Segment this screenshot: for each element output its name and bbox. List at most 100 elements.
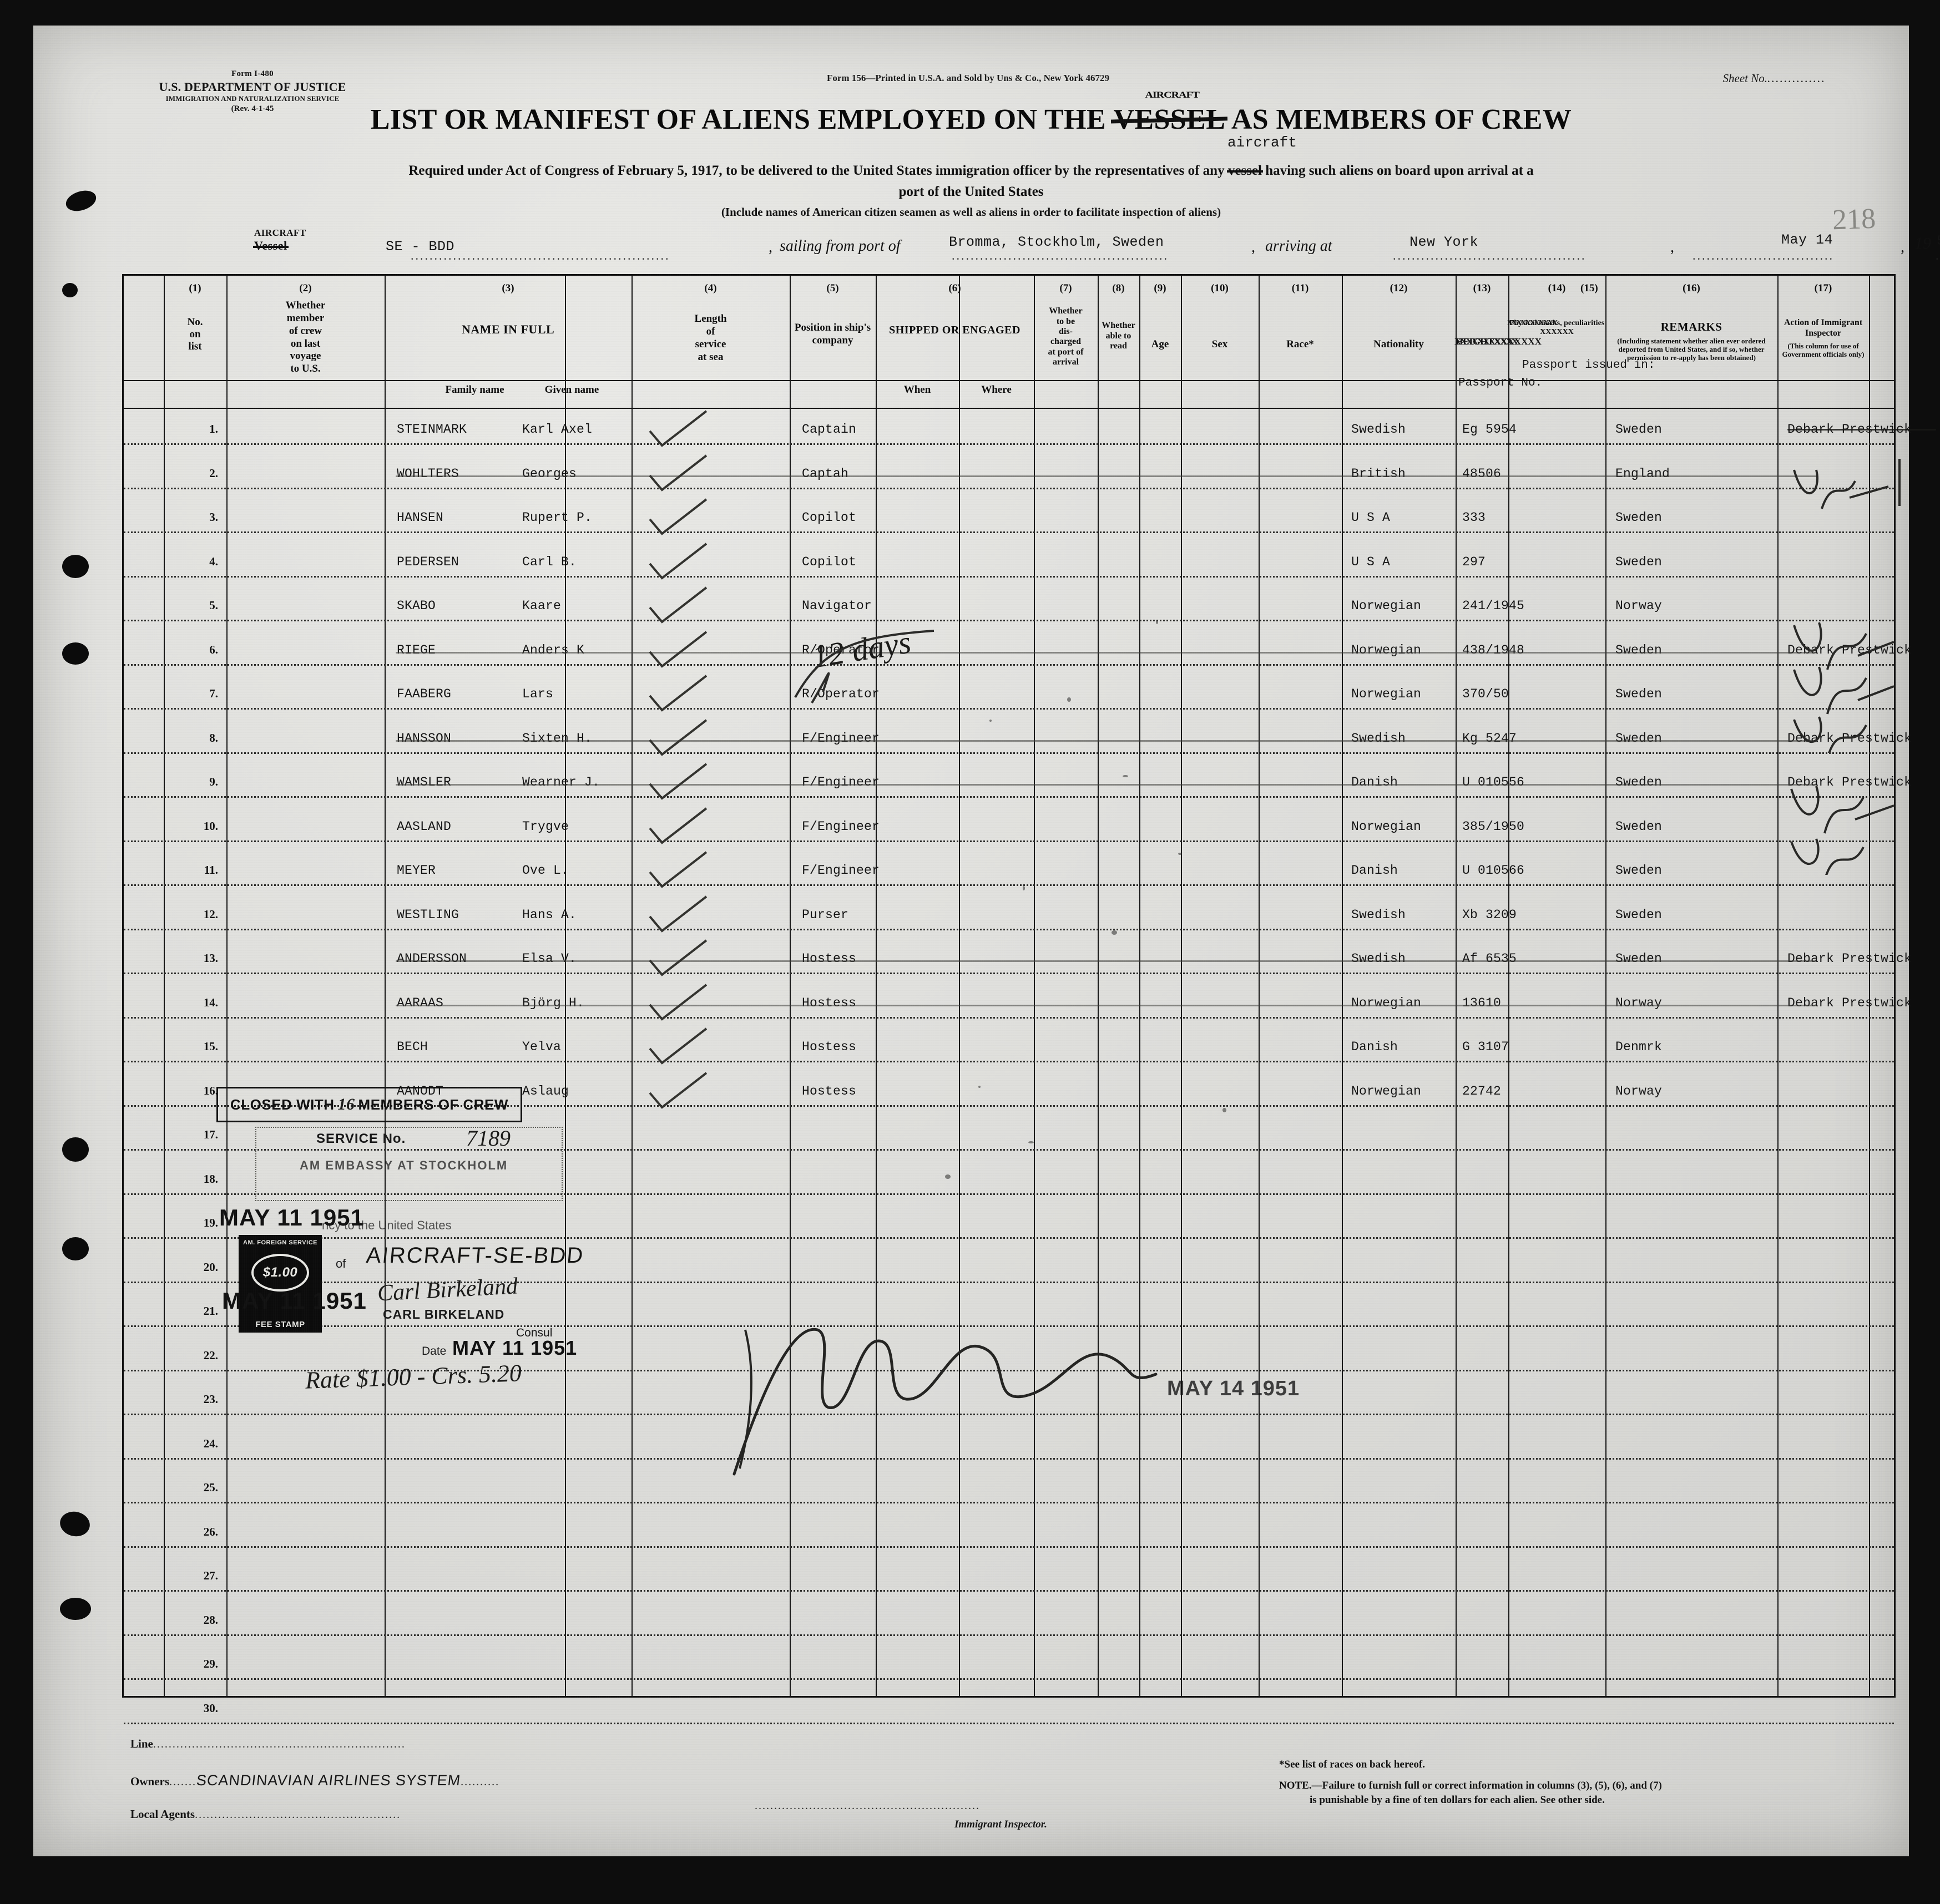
fee-stamp: AM. FOREIGN SERVICE $1.00 FEE STAMP xyxy=(239,1235,322,1333)
cell-passport-issued-in: Sweden xyxy=(1615,775,1663,789)
page-title: LIST OR MANIFEST OF ALIENS EMPLOYED ON T… xyxy=(33,90,1909,136)
crossing-pen-line xyxy=(396,740,1816,742)
cell-family-name: PEDERSEN xyxy=(397,554,459,569)
rule-col16 xyxy=(1777,276,1779,1696)
footer-owners-dots-b: .......... xyxy=(461,1776,500,1788)
cell-nationality: Danish xyxy=(1351,1040,1398,1054)
header-col-13-overtype: Passport No. xyxy=(1458,377,1543,389)
fee-stamp-value: $1.00 xyxy=(251,1254,309,1292)
cell-passport-issued-in: England xyxy=(1615,466,1670,481)
cell-nationality: Swedish xyxy=(1351,731,1406,746)
row-number: 21. xyxy=(203,1304,218,1318)
punch-hole-6 xyxy=(62,1237,89,1260)
row-number: 4. xyxy=(209,554,218,568)
footer-agents-label: Local Agents xyxy=(130,1807,195,1821)
cell-passport-no: 333 xyxy=(1462,510,1486,525)
row-baseline xyxy=(124,1722,1894,1724)
header-col-6-where: Where xyxy=(981,384,1012,396)
rule-col5 xyxy=(790,276,791,1696)
cell-given-name: Kaare xyxy=(522,599,562,613)
subtitle-line-1: Required under Act of Congress of Februa… xyxy=(33,163,1909,179)
title-struck-vessel: AIRCRAFT VESSEL xyxy=(1113,90,1225,136)
crossing-pen-line xyxy=(396,784,1816,786)
cell-nationality: Norwegian xyxy=(1351,819,1422,834)
row-number: 8. xyxy=(209,731,218,745)
cell-passport-no: 241/1945 xyxy=(1462,599,1525,613)
cell-position: R/Operator xyxy=(802,687,880,701)
footer-line-field: Line....................................… xyxy=(130,1737,406,1751)
row-number: 26. xyxy=(203,1525,218,1538)
header-col-1: (1) No. on list xyxy=(187,282,203,352)
rule-col2 xyxy=(226,276,228,1696)
footer-inspector-label-wrap: Immigrant Inspector. xyxy=(954,1819,1047,1831)
left-date-stamp-1: MAY 11 1951 xyxy=(219,1204,364,1230)
inspector-check-mark xyxy=(1898,459,1901,506)
cell-passport-no: 370/50 xyxy=(1462,687,1509,701)
vessel-name-value: SE - BDD xyxy=(386,239,455,255)
row-number: 19. xyxy=(203,1216,218,1229)
row-number: 22. xyxy=(203,1348,218,1362)
cell-given-name: Anders K xyxy=(522,642,585,657)
cell-given-name: Lars xyxy=(522,687,554,701)
title-handwritten-aircraft: aircraft xyxy=(1227,134,1297,151)
row-number: 16. xyxy=(203,1083,218,1097)
rule-col6-when xyxy=(876,276,877,1696)
vessel-label-struck: Vessel xyxy=(253,239,289,252)
cell-position: Hostess xyxy=(802,1040,857,1054)
penalty-note-text-2: is punishable by a fine of ten dollars f… xyxy=(1310,1794,1605,1806)
year-value: 51. xyxy=(1937,233,1940,249)
cell-remarks: Debark Prestwick xyxy=(1787,951,1912,966)
manifest-sheet: Form I-480 U.S. DEPARTMENT OF JUSTICE IM… xyxy=(33,26,1940,1856)
scan-speck xyxy=(989,720,992,722)
cell-nationality: Norwegian xyxy=(1351,1083,1422,1098)
row-baseline xyxy=(124,531,1894,533)
footer-owners-label: Owners xyxy=(130,1775,169,1788)
row-baseline xyxy=(124,664,1894,666)
header-col-2: (2) Whether member of crew on last voyage to … xyxy=(285,282,326,375)
cell-nationality: Swedish xyxy=(1351,422,1406,437)
cell-family-name: AANODT xyxy=(397,1083,444,1098)
row-number: 2. xyxy=(209,466,218,480)
scan-speck xyxy=(1028,1141,1034,1143)
row-baseline xyxy=(124,1193,1894,1195)
cell-passport-no: Xb 3209 xyxy=(1462,907,1517,922)
manifest-table: (1) No. on list (2) Whether member of crew on… xyxy=(122,274,1936,1724)
cell-passport-no: 48506 xyxy=(1462,466,1502,481)
cell-passport-issued-in: Norway xyxy=(1615,599,1663,613)
remarks-strikethrough xyxy=(1787,429,1936,431)
cell-family-name: SKABO xyxy=(397,599,436,613)
cell-passport-no: Af 6535 xyxy=(1462,951,1517,966)
scan-speck xyxy=(1023,886,1025,890)
cell-passport-issued-in: Sweden xyxy=(1615,642,1663,657)
service-no-label: SERVICE No. xyxy=(316,1131,406,1146)
cell-passport-issued-in: Sweden xyxy=(1615,422,1663,437)
sheet-number-label: Sheet No. xyxy=(1722,72,1767,85)
consul-name: CARL BIRKELAND xyxy=(383,1307,505,1321)
row-baseline xyxy=(124,928,1894,930)
cell-position: F/Engineer xyxy=(802,731,880,746)
row-number: 5. xyxy=(209,599,218,612)
scan-speck xyxy=(978,1086,981,1088)
cell-passport-issued-in: Sweden xyxy=(1615,907,1663,922)
header-col-10: (10) Sex xyxy=(1211,282,1229,351)
cell-family-name: HANSSON xyxy=(397,731,452,746)
cell-position: F/Engineer xyxy=(802,863,880,878)
row-baseline xyxy=(124,796,1894,798)
cell-passport-no: 438/1948 xyxy=(1462,642,1525,657)
punch-hole-5 xyxy=(62,1137,89,1162)
row-number: 25. xyxy=(203,1481,218,1494)
crossing-pen-line xyxy=(396,475,1816,477)
cell-given-name: Björg H. xyxy=(522,995,585,1010)
rule-col10 xyxy=(1181,276,1182,1696)
footer-agents-dots: ........................................… xyxy=(195,1809,401,1821)
consul-date-label: Date xyxy=(422,1345,447,1358)
sailing-from-label: sailing from port of xyxy=(780,237,901,255)
cell-given-name: Trygve xyxy=(522,819,569,834)
header-col-17-note: (This column for use of Government offic… xyxy=(1782,341,1865,358)
row-number: 1. xyxy=(209,422,218,436)
cell-nationality: U S A xyxy=(1351,554,1391,569)
cell-family-name: HANSEN xyxy=(397,510,444,525)
arriving-at-value: New York xyxy=(1409,234,1479,250)
cell-remarks: Debark Prestwick xyxy=(1787,775,1912,789)
